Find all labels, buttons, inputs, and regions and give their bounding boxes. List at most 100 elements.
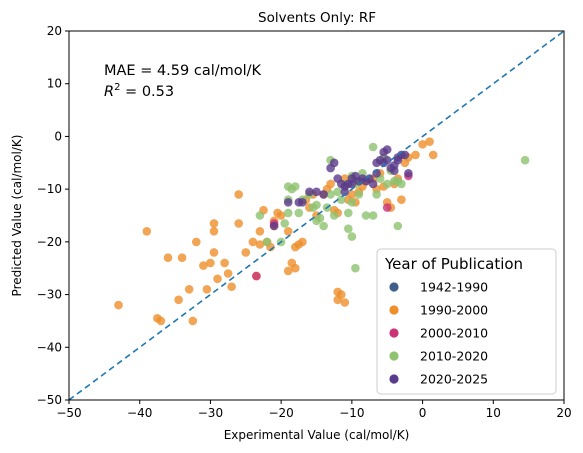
axis-ticks: −50−50 −40 −40 −30 −30 −20 −20 −10 −10 0 0 10 10 20 20	[37, 24, 572, 420]
y-tick-label: −50	[37, 393, 62, 407]
data-point	[520, 155, 530, 165]
x-tick-label: 0	[419, 406, 427, 420]
y-tick-label: −10	[37, 182, 62, 196]
data-point	[283, 208, 293, 218]
axes-frame	[68, 30, 565, 401]
data-point	[174, 295, 183, 305]
legend-marker	[389, 374, 399, 384]
data-point	[298, 198, 307, 207]
data-point	[411, 150, 420, 160]
data-point	[234, 219, 243, 228]
data-point	[177, 253, 187, 262]
data-point	[184, 285, 194, 294]
data-point	[329, 211, 339, 220]
r2-symbol: R	[104, 84, 114, 100]
x-tick-label: 10	[486, 406, 501, 420]
data-point	[340, 298, 350, 307]
data-point	[223, 269, 233, 278]
data-point	[344, 224, 353, 233]
data-point	[280, 219, 290, 228]
legend-box	[376, 248, 557, 395]
data-point	[241, 248, 251, 257]
legend-label: 2010-2020	[420, 349, 488, 364]
data-point	[397, 179, 406, 189]
data-point	[404, 169, 413, 178]
legend-item: 2010-2020	[389, 349, 488, 364]
data-point	[283, 266, 293, 276]
y-tick-label: −40	[37, 340, 62, 354]
data-point	[199, 261, 208, 270]
data-point	[269, 221, 279, 231]
data-point	[255, 211, 265, 220]
legend-marker	[389, 328, 399, 338]
data-point	[305, 187, 314, 197]
data-point	[227, 282, 236, 292]
data-point	[382, 203, 392, 212]
r2-superscript: 2	[114, 82, 120, 93]
data-point	[234, 190, 243, 199]
y-tick-label: −20	[37, 235, 62, 249]
data-point	[163, 253, 173, 262]
data-point	[425, 137, 434, 146]
data-point	[393, 221, 403, 231]
data-point	[206, 258, 215, 268]
data-point	[347, 198, 357, 207]
data-point	[248, 237, 258, 247]
data-point	[347, 190, 357, 199]
y-tick-label: 10	[47, 77, 62, 91]
data-point	[312, 200, 321, 210]
y-tick-label: 20	[47, 24, 62, 38]
data-point	[326, 179, 335, 189]
data-point	[382, 145, 392, 154]
x-tick-label: −30	[198, 406, 223, 420]
data-point	[192, 237, 201, 247]
data-point	[298, 237, 307, 247]
data-point	[312, 187, 321, 197]
y-tick-label: −30	[37, 288, 62, 302]
data-point	[361, 211, 371, 220]
x-tick-label: 20	[556, 406, 571, 420]
data-point	[344, 208, 353, 218]
data-point	[337, 195, 346, 204]
legend-marker	[389, 351, 399, 361]
legend-marker	[389, 305, 399, 315]
x-tick-label: −10	[339, 406, 364, 420]
data-point	[428, 150, 438, 160]
data-point	[337, 290, 346, 299]
legend-item: 1990-2000	[389, 303, 488, 318]
mae-annotation: MAE = 4.59 cal/mol/K	[104, 63, 262, 79]
y-tick-label: 0	[54, 129, 62, 143]
data-point	[202, 285, 212, 294]
data-point	[276, 211, 286, 220]
data-point	[209, 227, 219, 236]
legend-marker	[389, 282, 399, 292]
data-point	[255, 240, 265, 249]
legend-label: 1990-2000	[420, 303, 488, 318]
reference-line	[69, 31, 564, 400]
data-point	[291, 182, 300, 191]
data-point	[283, 227, 293, 236]
legend-items: 1942-1990 1990-2000 2000-2010 2010-2020 2020…	[389, 280, 488, 387]
data-point	[114, 300, 123, 310]
legend-item: 2000-2010	[389, 326, 488, 341]
data-point	[188, 316, 198, 326]
data-point	[294, 208, 304, 218]
data-point	[142, 227, 152, 236]
data-point	[319, 221, 328, 231]
x-tick-label: −20	[268, 406, 293, 420]
data-point	[418, 140, 427, 149]
x-tick-label: −40	[127, 406, 152, 420]
legend-label: 2000-2010	[420, 326, 488, 341]
x-tick-label: −50	[56, 406, 81, 420]
data-point	[262, 237, 272, 247]
data-point	[368, 179, 378, 189]
data-point	[340, 187, 350, 197]
data-point	[372, 190, 381, 199]
data-point	[319, 190, 328, 199]
data-point	[351, 263, 360, 273]
data-point	[333, 187, 343, 197]
y-axis-label: Predicted Value (cal/mol/K)	[10, 135, 24, 297]
data-point	[397, 195, 406, 204]
data-point	[368, 142, 378, 152]
